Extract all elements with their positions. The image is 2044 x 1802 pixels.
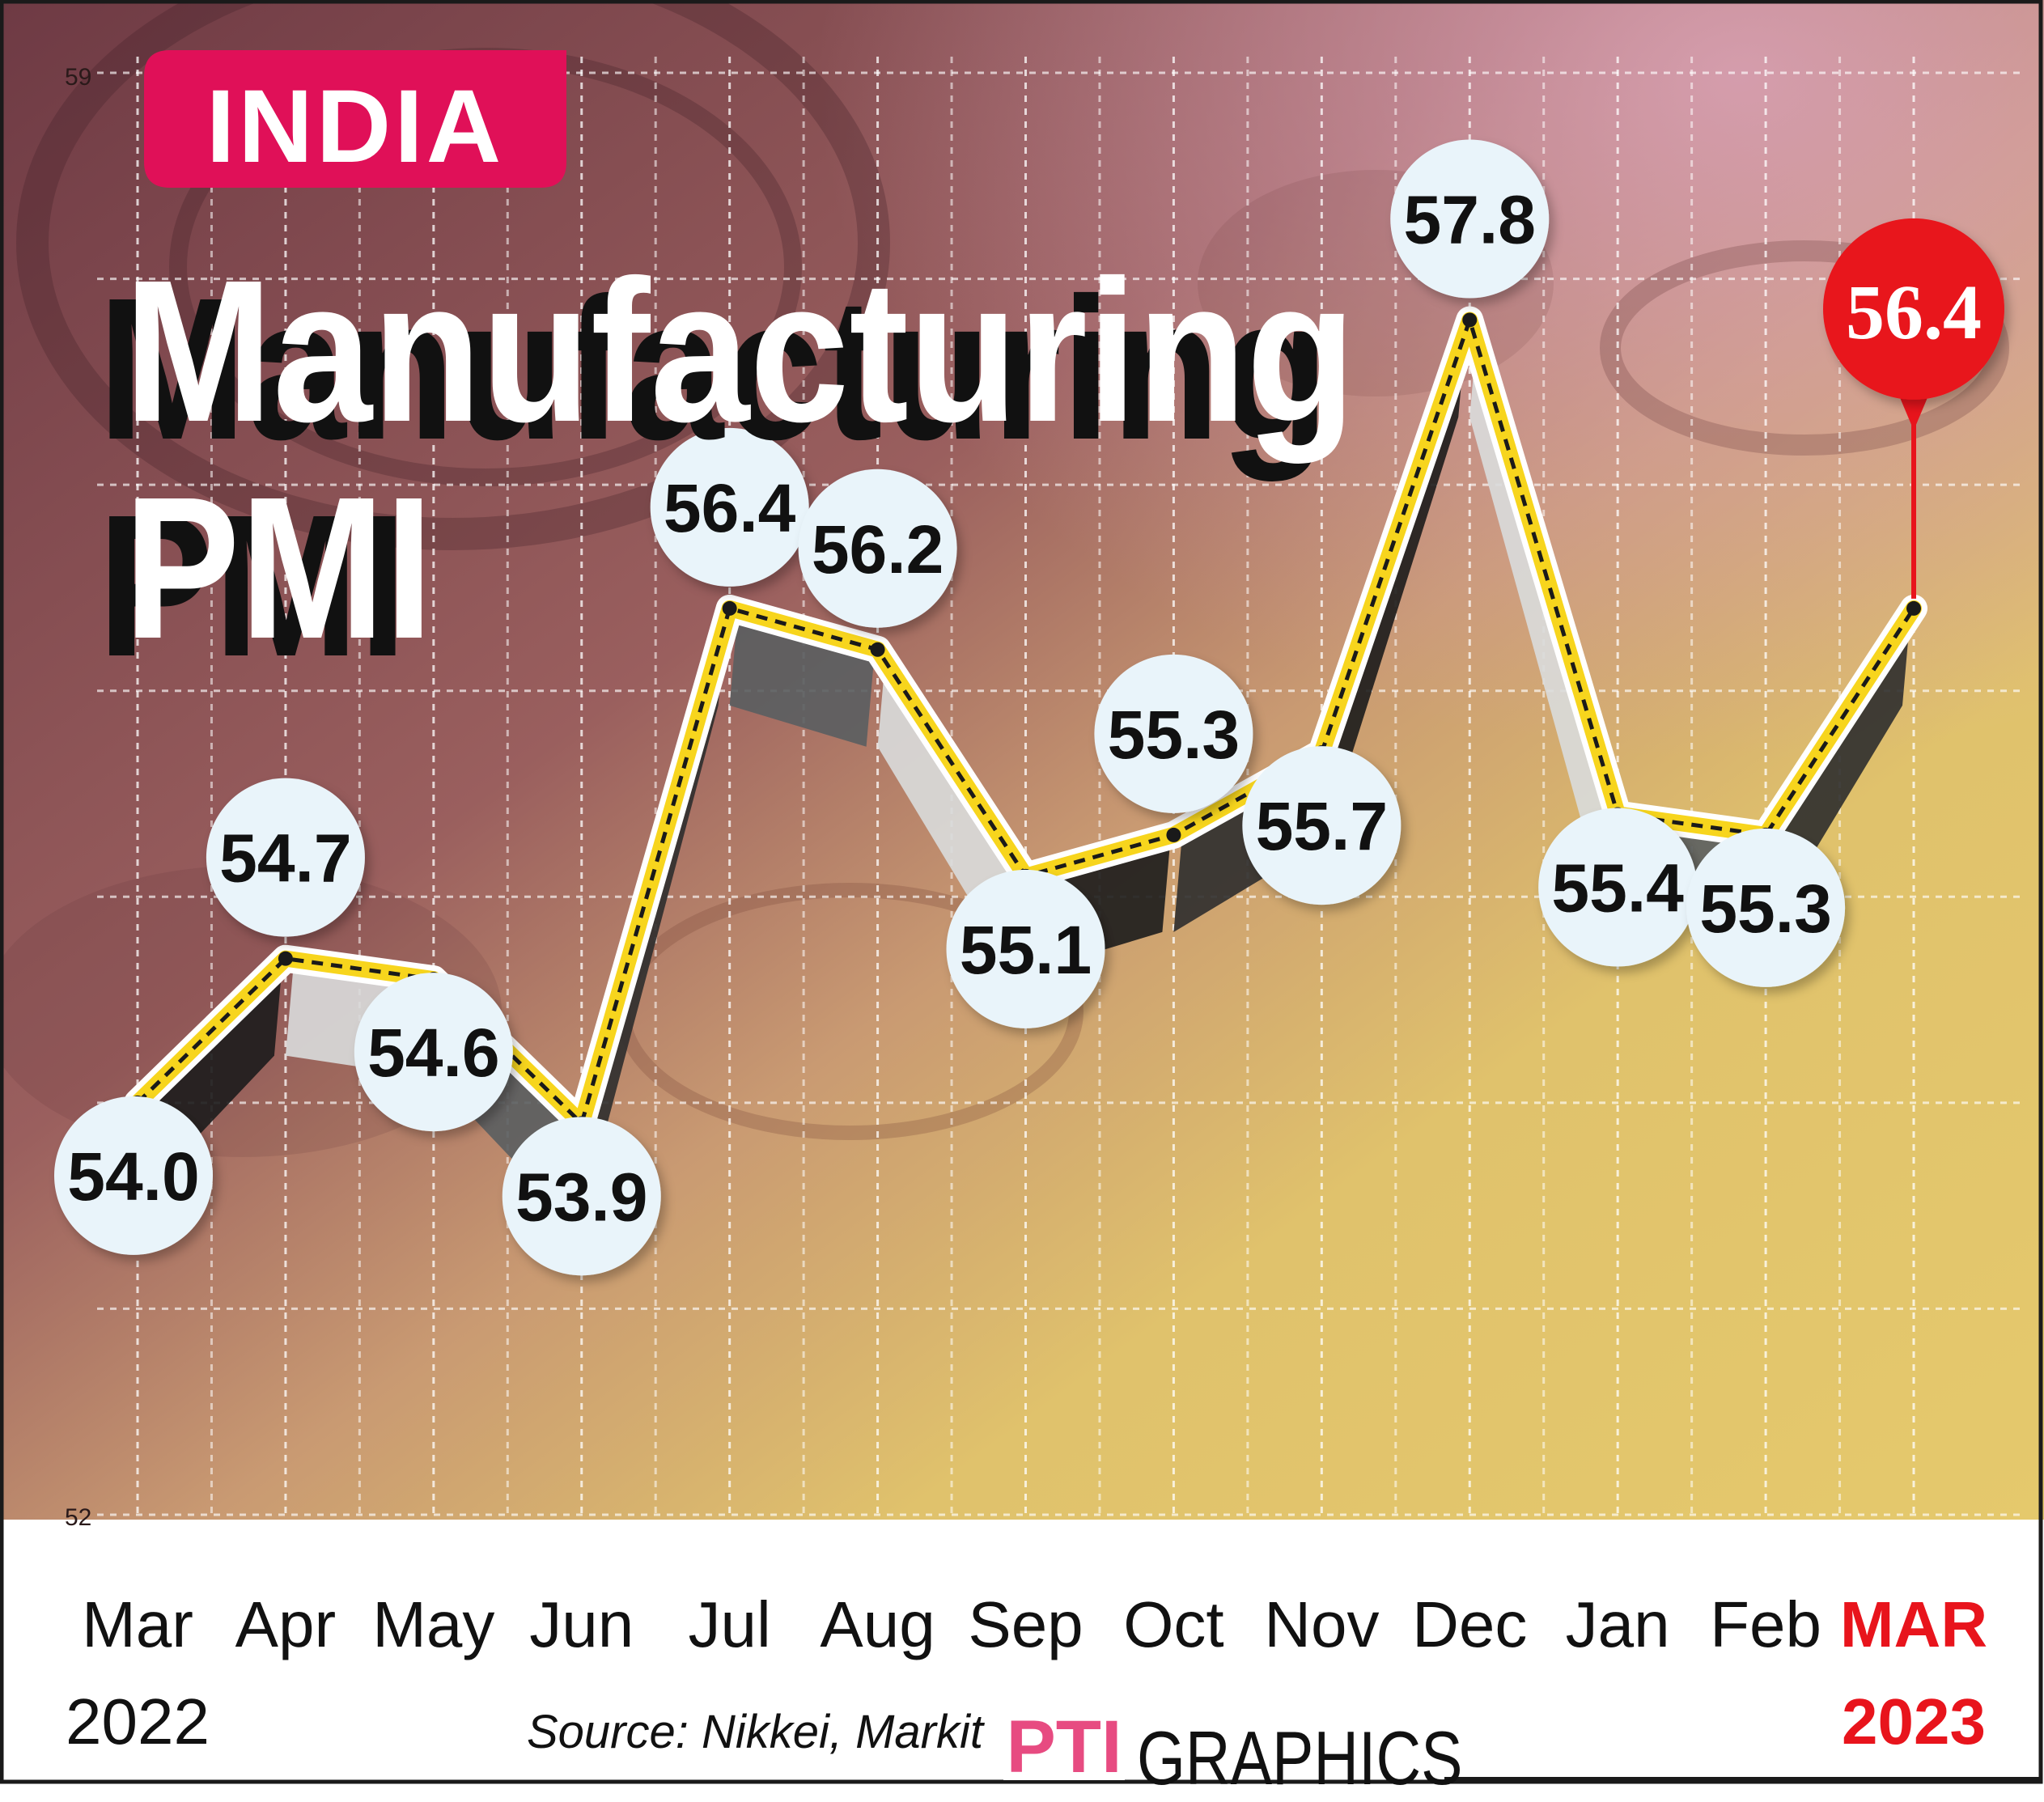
x-tick-label: MAR — [1840, 1588, 1987, 1660]
data-label: 57.8 — [1404, 181, 1537, 257]
x-year-label: 2023 — [1842, 1685, 1986, 1757]
x-tick-label: Dec — [1412, 1588, 1527, 1660]
data-label-bubble — [650, 427, 809, 587]
y-tick-59: 59 — [65, 64, 91, 91]
x-tick-label: Feb — [1710, 1588, 1821, 1660]
data-label-highlight: 56.4 — [1846, 269, 1982, 355]
data-label: 54.7 — [219, 820, 352, 897]
source-text: Source: Nikkei, Markit — [527, 1706, 986, 1758]
title-line1-shadow: Manufacturing — [98, 257, 1329, 482]
data-point — [1166, 827, 1181, 842]
x-tick-label: Mar — [82, 1588, 193, 1660]
data-label-bubble — [798, 469, 957, 628]
data-label: 56.2 — [812, 511, 944, 587]
data-labels: 54.054.754.653.956.456.255.155.355.757.8… — [54, 139, 2004, 1276]
background-glow — [0, 0, 2044, 1520]
data-label-bubble — [1094, 654, 1253, 813]
x-tick-label: May — [372, 1588, 494, 1660]
x-tick-label: Jul — [689, 1588, 771, 1660]
india-badge: INDIA — [144, 50, 566, 188]
data-label: 55.3 — [1699, 871, 1832, 947]
x-axis-labels: Mar Apr May Jun Jul Aug Sep Oct Nov Dec Jan Feb MAR 2… — [66, 1588, 1987, 1757]
pti-logo: PTI — [1003, 1706, 1125, 1788]
data-point — [1906, 600, 1921, 616]
data-label-bubble — [354, 973, 513, 1132]
data-label: 55.3 — [1108, 697, 1240, 773]
data-label-bubble — [1686, 828, 1846, 987]
x-tick-label: Nov — [1264, 1588, 1379, 1660]
data-label-bubble — [1390, 139, 1550, 299]
x-tick-label: Apr — [235, 1588, 337, 1660]
data-label: 54.6 — [367, 1015, 500, 1091]
data-label: 55.4 — [1551, 850, 1684, 926]
data-point — [278, 951, 293, 966]
chart-title: Manufacturing Manufacturing PMI PMI — [98, 239, 1356, 699]
gridlines — [97, 57, 2023, 1574]
data-label: 54.0 — [67, 1138, 200, 1215]
data-point — [722, 600, 737, 616]
data-point — [1462, 312, 1478, 328]
y-tick-52: 52 — [65, 1504, 91, 1531]
data-label-bubble — [1242, 746, 1402, 905]
title-line2: PMI — [124, 456, 433, 681]
data-point — [870, 642, 885, 657]
highlight-bubble — [1823, 218, 2004, 400]
graphics-label: GRAPHICS — [1137, 1716, 1463, 1801]
x-tick-label: Sep — [968, 1588, 1083, 1660]
pti-logo-text: PTI — [1006, 1706, 1122, 1788]
title-line1: Manufacturing — [124, 239, 1355, 464]
data-label-bubble — [54, 1096, 213, 1255]
title-line2-shadow: PMI — [98, 473, 407, 699]
data-label-bubble — [206, 778, 365, 937]
data-label: 55.7 — [1256, 788, 1389, 864]
data-label-bubble — [1538, 808, 1698, 967]
data-label: 56.4 — [664, 470, 796, 546]
data-label-bubble — [502, 1117, 661, 1276]
x-tick-label: Oct — [1123, 1588, 1223, 1660]
x-year-label: 2022 — [66, 1685, 210, 1757]
data-label: 55.1 — [960, 912, 1092, 988]
badge-text: INDIA — [206, 69, 504, 184]
x-tick-label: Jan — [1566, 1588, 1670, 1660]
x-tick-label: Jun — [529, 1588, 634, 1660]
x-tick-label: Aug — [820, 1588, 935, 1660]
data-label: 53.9 — [515, 1159, 648, 1235]
data-label-bubble — [946, 869, 1105, 1028]
